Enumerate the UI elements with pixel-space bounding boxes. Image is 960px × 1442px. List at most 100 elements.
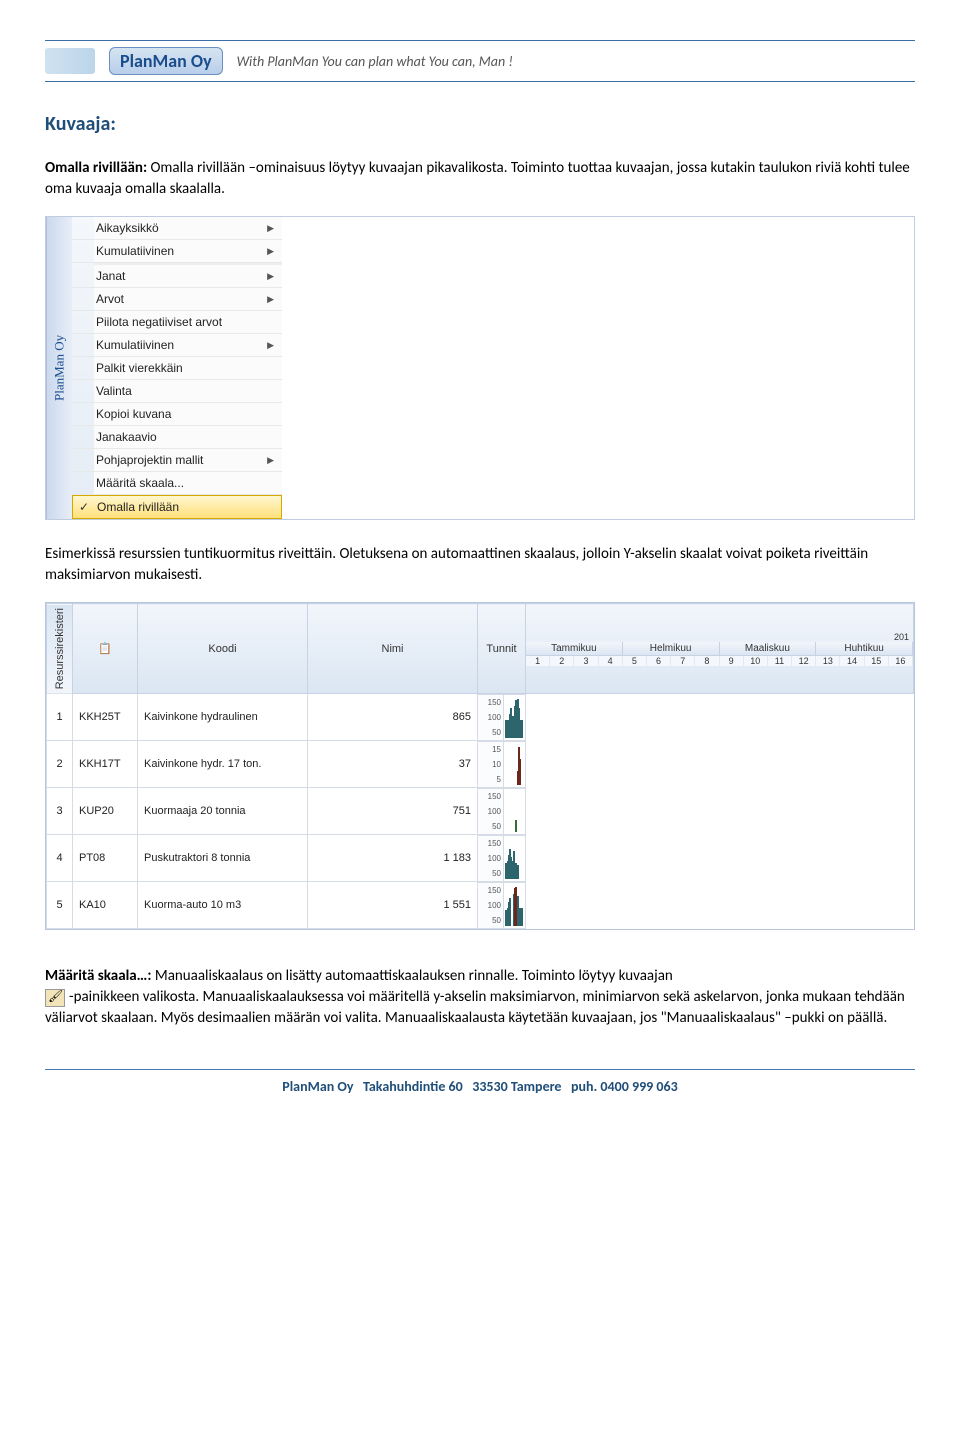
row-number: 2 xyxy=(47,741,73,788)
month-header: Helmikuu xyxy=(623,642,720,655)
menu-item[interactable]: Valinta xyxy=(72,380,282,403)
bar: 27,4 xyxy=(515,820,517,832)
bars-area: 34,540,062,271,281,6113,7118,777,940,040… xyxy=(504,883,525,928)
vertical-tab: PlanMan Oy xyxy=(46,217,72,519)
menu-item-label: Kopioi kuvana xyxy=(96,407,171,421)
page: PlanMan Oy With PlanMan You can plan wha… xyxy=(0,0,960,1155)
week-header: 6 xyxy=(647,656,671,666)
row-name: Puskutraktori 8 tonnia xyxy=(138,835,308,882)
para-3-text2: -painikkeen valikosta. Manuaaliskaalauks… xyxy=(45,988,905,1027)
menu-item[interactable]: Määritä skaala... xyxy=(72,472,282,495)
row-hours: 751 xyxy=(308,788,478,835)
para-3: Määritä skaala…: Manuaaliskaalaus on lis… xyxy=(45,966,915,1029)
bars-area: 40,040,040,062,280,051,740,081,6120,0122… xyxy=(504,695,525,740)
y-scale: 15105 xyxy=(478,742,504,787)
menu-item[interactable]: Kumulatiivinen▶ xyxy=(72,334,282,357)
week-header: 14 xyxy=(840,656,864,666)
menu-item-label: Janakaavio xyxy=(96,430,157,444)
menu-item-label: Pohjaprojektin mallit xyxy=(96,453,203,467)
row-name: Kuormaaja 20 tonnia xyxy=(138,788,308,835)
para-1-text: Omalla rivillään –ominaisuus löytyy kuva… xyxy=(45,159,910,198)
menu-item-label: Janat xyxy=(96,269,125,283)
row-number: 4 xyxy=(47,835,73,882)
week-header: 11 xyxy=(768,656,792,666)
menu-item[interactable]: Janat▶ xyxy=(72,265,282,288)
table-row: 4PT08Puskutraktori 8 tonnia1 18315010050… xyxy=(47,835,914,882)
menu-item[interactable]: Aikayksikkö ▶ xyxy=(72,217,282,240)
y-scale: 15010050 xyxy=(478,789,504,834)
menu-item[interactable]: ✓ Omalla rivillään xyxy=(72,495,282,519)
week-header: 4 xyxy=(599,656,623,666)
footer-rule xyxy=(45,1069,915,1070)
context-menu: Aikayksikkö▶Kumulatiivinen▶Janat▶Arvot▶P… xyxy=(72,217,282,519)
row-hours: 865 xyxy=(308,694,478,741)
row-code: KUP20 xyxy=(73,788,138,835)
footer-zip: 33530 Tampere xyxy=(472,1078,561,1095)
menu-item-label: Aikayksikkö xyxy=(96,221,159,235)
chart-vlabel: Resurssirekisteri xyxy=(47,604,73,694)
footer-company: PlanMan Oy xyxy=(282,1078,353,1095)
y-scale: 15010050 xyxy=(478,836,504,881)
col-hours: Tunnit xyxy=(478,604,526,694)
para-1: Omalla rivillään: Omalla rivillään –omin… xyxy=(45,158,915,200)
week-header: 1 xyxy=(526,656,550,666)
row-name: Kuorma-auto 10 m3 xyxy=(138,882,308,929)
week-header: 10 xyxy=(744,656,768,666)
week-header: 13 xyxy=(816,656,840,666)
table-row: 5KA10Kuorma-auto 10 m31 5511501005034,54… xyxy=(47,882,914,929)
menu-item-label: Arvot xyxy=(96,292,124,306)
row-code: KA10 xyxy=(73,882,138,929)
row-number: 3 xyxy=(47,788,73,835)
header-bar: PlanMan Oy With PlanMan You can plan wha… xyxy=(45,40,915,82)
submenu-arrow-icon: ▶ xyxy=(267,223,274,234)
para-3-label: Määritä skaala…: xyxy=(45,967,152,985)
brush-icon xyxy=(45,989,65,1007)
para-1-label: Omalla rivillään: xyxy=(45,159,147,177)
submenu-arrow-icon: ▶ xyxy=(267,455,274,466)
para-3-text: Manuaaliskaalaus on lisätty automaattisk… xyxy=(152,967,673,985)
chart-screenshot: Resurssirekisteri 📋 Koodi Nimi Tunnit 20… xyxy=(45,602,915,930)
table-row: 1KKH25TKaivinkone hydraulinen86515010050… xyxy=(47,694,914,741)
menu-item[interactable]: Arvot ▶ xyxy=(72,288,282,311)
menu-item[interactable]: Kumulatiivinen ▶ xyxy=(72,240,282,263)
week-header: 12 xyxy=(792,656,816,666)
month-header: Maaliskuu xyxy=(720,642,817,655)
row-chart: 151056,619,111,4 xyxy=(478,741,526,788)
col-rownum: 📋 xyxy=(73,604,138,694)
menu-item[interactable]: Palkit vierekkäin xyxy=(72,357,282,380)
world-map-bg xyxy=(45,48,95,74)
submenu-arrow-icon: ▶ xyxy=(267,246,274,257)
context-menu-screenshot: PlanMan Oy Aikayksikkö ▶ Kumulatiivinen ▶ Ja… xyxy=(45,216,915,520)
chart-year: 201 xyxy=(526,632,913,642)
check-icon: ✓ xyxy=(79,500,89,514)
row-chart: 1501005040,040,040,062,280,051,740,081,6… xyxy=(478,694,526,741)
row-name: Kaivinkone hydr. 17 ton. xyxy=(138,741,308,788)
menu-item-label: Kumulatiivinen xyxy=(96,244,174,258)
row-code: PT08 xyxy=(73,835,138,882)
week-header: 3 xyxy=(574,656,598,666)
menu-item[interactable]: Kopioi kuvana xyxy=(72,403,282,426)
bar: 29,8 xyxy=(517,865,519,879)
menu-item-label: Omalla rivillään xyxy=(97,500,179,514)
menu-item[interactable]: Pohjaprojektin mallit ▶ xyxy=(72,449,282,472)
footer: PlanMan Oy Takahuhdintie 60 33530 Tamper… xyxy=(45,1078,915,1115)
week-header: 9 xyxy=(720,656,744,666)
submenu-arrow-icon: ▶ xyxy=(267,294,274,305)
row-hours: 37 xyxy=(308,741,478,788)
row-chart: 15010050 27,4 xyxy=(478,788,526,835)
row-code: KKH17T xyxy=(73,741,138,788)
para-2: Esimerkissä resurssien tuntikuormitus ri… xyxy=(45,544,915,586)
section-title: Kuvaaja: xyxy=(45,112,915,136)
row-hours: 1 183 xyxy=(308,835,478,882)
row-code: KKH25T xyxy=(73,694,138,741)
row-name: Kaivinkone hydraulinen xyxy=(138,694,308,741)
col-code: Koodi xyxy=(138,604,308,694)
week-header: 5 xyxy=(623,656,647,666)
menu-item[interactable]: Janakaavio xyxy=(72,426,282,449)
menu-item[interactable]: Piilota negatiiviset arvot xyxy=(72,311,282,334)
tagline: With PlanMan You can plan what You can, … xyxy=(237,53,513,70)
menu-item-label: Määritä skaala... xyxy=(96,476,184,490)
row-hours: 1 551 xyxy=(308,882,478,929)
menu-item-label: Valinta xyxy=(96,384,132,398)
y-scale: 15010050 xyxy=(478,695,504,740)
